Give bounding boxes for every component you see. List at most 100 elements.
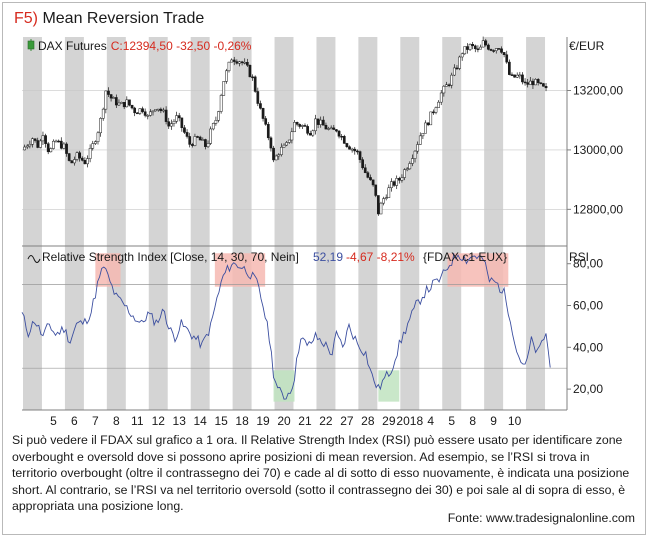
candle-body <box>170 123 173 127</box>
rsi-tick-label: 60,00 <box>573 299 603 313</box>
candle-body <box>523 81 527 84</box>
price-legend-value: C:12394,50 -32,50 -0,26% <box>111 39 252 53</box>
candle-body <box>86 158 89 165</box>
candle-body <box>350 148 354 151</box>
candle-body <box>240 61 244 64</box>
candle-body <box>382 198 385 204</box>
candle-body <box>487 44 490 50</box>
candle-body <box>78 152 81 159</box>
rsi-legend-symbol: {FDAX c1 EUX} <box>423 250 507 264</box>
x-tick-label: 4 <box>427 414 434 428</box>
rsi-zones <box>95 253 509 402</box>
candle-body <box>264 118 268 125</box>
candle-body <box>508 61 511 75</box>
candle-body <box>303 125 307 127</box>
price-tick-label: 12800,00 <box>573 202 623 216</box>
candle-body <box>141 108 144 112</box>
candle-body <box>83 160 87 165</box>
day-band <box>274 37 294 410</box>
candle-body <box>542 83 545 87</box>
candle-body <box>230 59 233 63</box>
candle-body <box>332 127 336 130</box>
x-tick-label: 13 <box>173 414 187 428</box>
rsi-axis-unit: RSI <box>569 250 589 264</box>
candle-body <box>455 67 459 70</box>
candle-body <box>308 133 312 136</box>
figure-caption: Si può vedere il FDAX sul grafico a 1 or… <box>12 433 630 513</box>
figure-title: F5) Mean Reversion Trade <box>14 10 204 28</box>
candle-body <box>88 148 92 159</box>
oversold-zone <box>378 370 400 402</box>
candle-body <box>534 79 537 86</box>
candle-body <box>337 130 341 137</box>
candle-body <box>41 135 45 142</box>
candle-body <box>225 70 228 82</box>
candle-body <box>500 48 503 53</box>
candle-body <box>327 128 330 130</box>
candle-body <box>167 121 171 127</box>
candle-body <box>447 84 451 86</box>
overbought-zone <box>95 253 121 287</box>
x-tick-label: 2018 <box>396 414 423 428</box>
candle-body <box>387 187 391 198</box>
price-candles <box>23 36 548 216</box>
candle-body <box>238 61 241 64</box>
candle-body <box>175 115 178 122</box>
candle-body <box>392 181 396 186</box>
candle-body <box>416 144 419 152</box>
candle-body <box>104 90 108 110</box>
candle-body <box>222 81 226 96</box>
candle-body <box>75 152 79 160</box>
candle-body <box>319 119 323 125</box>
candle-body <box>44 135 47 144</box>
candle-body <box>162 109 165 112</box>
candle-body <box>164 109 168 122</box>
candle-body <box>143 111 147 116</box>
candle-body <box>33 138 37 141</box>
candle-body <box>515 74 519 78</box>
chart-area: 13200,00 13000,00 12800,00 80,00 60,00 40,00 2… <box>21 36 623 428</box>
candle-body <box>497 48 501 50</box>
candle-body <box>272 147 275 161</box>
candle-body <box>243 61 247 64</box>
candle-body <box>374 184 378 196</box>
candle-body <box>335 129 338 132</box>
candle-body <box>65 143 68 154</box>
candle-body <box>99 118 102 134</box>
candle-body <box>311 130 315 136</box>
x-tick-label: 20 <box>277 414 291 428</box>
candle-body <box>342 136 346 144</box>
candle-body <box>211 123 215 130</box>
candle-body <box>149 111 152 116</box>
candle-body <box>489 49 493 51</box>
candle-body <box>156 108 160 111</box>
candle-body <box>227 61 231 72</box>
candle-body <box>248 64 252 78</box>
candle-body <box>413 150 417 159</box>
candle-body <box>539 82 543 84</box>
x-tick-label: 7 <box>92 414 99 428</box>
candle-body <box>371 179 375 186</box>
candle-body <box>73 159 76 164</box>
candle-body <box>198 136 202 141</box>
candle-body <box>159 108 163 112</box>
rsi-legend-value: 52,19 <box>313 250 343 264</box>
candle-body <box>329 127 333 130</box>
candle-body <box>125 99 129 108</box>
candle-body <box>468 44 472 50</box>
candle-body <box>287 139 291 143</box>
candle-body <box>219 95 223 112</box>
price-tick-label: 13000,00 <box>573 143 623 157</box>
candle-body <box>36 140 40 148</box>
candle-body <box>363 167 367 173</box>
candle-body <box>295 122 299 125</box>
candle-body <box>232 59 236 62</box>
day-band <box>64 37 84 410</box>
candle-body <box>521 74 524 83</box>
candle-body <box>492 50 495 52</box>
candle-body <box>445 84 448 87</box>
candle-body <box>180 117 184 128</box>
candle-body <box>46 143 50 153</box>
candle-body <box>135 112 139 115</box>
candle-body <box>353 148 357 152</box>
